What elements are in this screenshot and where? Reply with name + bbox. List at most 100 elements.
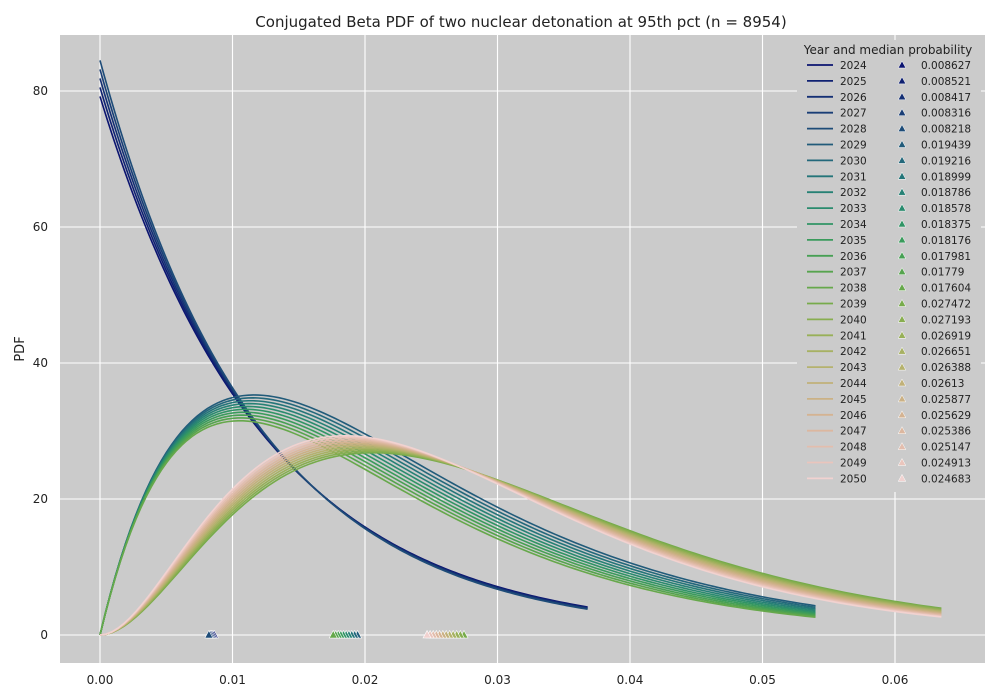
- median-markers: [204, 629, 469, 639]
- legend-median-2046: 0.025629: [921, 410, 971, 422]
- legend-marker-2025: [897, 76, 907, 85]
- y-tick-label: 0: [40, 628, 48, 642]
- legend-year-2045: 2045: [840, 394, 867, 406]
- legend-year-2037: 2037: [840, 267, 867, 279]
- legend-year-2050: 2050: [840, 473, 867, 485]
- legend-median-2041: 0.026919: [921, 330, 971, 342]
- legend-median-2032: 0.018786: [921, 187, 971, 199]
- legend-median-2039: 0.027472: [921, 299, 971, 311]
- legend-marker-2047: [897, 426, 907, 434]
- legend-year-2040: 2040: [840, 314, 867, 326]
- series-line-2032: [99, 402, 816, 636]
- x-tick-label: 0.04: [617, 673, 644, 687]
- legend-marker-2041: [897, 330, 907, 339]
- x-tick-label: 0.01: [219, 673, 246, 687]
- legend-year-2047: 2047: [840, 426, 867, 438]
- curves: [99, 60, 942, 636]
- legend-year-2024: 2024: [840, 60, 867, 72]
- x-tick-label: 0.02: [352, 673, 379, 687]
- legend-median-2045: 0.025877: [921, 394, 971, 406]
- x-tick-label: 0.06: [882, 673, 909, 687]
- legend-marker-2032: [897, 187, 907, 196]
- legend-marker-2037: [897, 267, 907, 275]
- legend-year-2027: 2027: [840, 108, 867, 120]
- y-axis: 0 20 40 60 80: [33, 84, 48, 642]
- legend-year-2036: 2036: [840, 251, 867, 263]
- series-line-2035: [99, 411, 816, 636]
- legend-year-2034: 2034: [840, 219, 867, 231]
- legend-year-2029: 2029: [840, 140, 867, 152]
- y-tick-label: 80: [33, 84, 48, 98]
- series-line-2034: [99, 408, 816, 636]
- legend-marker-2027: [897, 108, 907, 116]
- median-marker-2028: [204, 629, 214, 639]
- legend-marker-2034: [897, 219, 907, 228]
- legend-marker-2040: [897, 314, 907, 323]
- legend-year-2038: 2038: [840, 283, 867, 295]
- y-tick-label: 40: [33, 356, 48, 370]
- legend-median-2028: 0.008218: [921, 124, 971, 136]
- legend-marker-2048: [897, 442, 907, 450]
- legend-median-2047: 0.025386: [921, 426, 971, 438]
- legend-marker-2044: [897, 378, 907, 387]
- legend-marker-2029: [897, 139, 907, 148]
- legend-marker-2031: [897, 171, 907, 180]
- legend-marker-2028: [897, 124, 907, 132]
- legend-year-2035: 2035: [840, 235, 867, 247]
- series-line-2038: [99, 420, 816, 636]
- legend-median-2036: 0.017981: [921, 251, 971, 263]
- legend-year-2043: 2043: [840, 362, 867, 374]
- legend-marker-2050: [897, 473, 907, 482]
- legend-year-2025: 2025: [840, 76, 867, 88]
- legend-marker-2035: [897, 235, 907, 244]
- legend-year-2030: 2030: [840, 155, 867, 167]
- legend-median-2038: 0.017604: [921, 283, 971, 295]
- legend-year-2039: 2039: [840, 299, 867, 311]
- series-line-2031: [99, 399, 816, 636]
- legend-box: [797, 40, 981, 492]
- median-marker-2038: [328, 629, 338, 639]
- y-axis-label: PDF: [13, 336, 28, 361]
- legend-marker-2045: [897, 394, 907, 403]
- legend-marker-2036: [897, 251, 907, 260]
- legend-year-2046: 2046: [840, 410, 867, 422]
- legend-marker-2046: [897, 410, 907, 419]
- series-line-2030: [99, 397, 816, 636]
- legend-year-2048: 2048: [840, 442, 867, 454]
- legend-year-2026: 2026: [840, 92, 867, 104]
- legend-median-2029: 0.019439: [921, 140, 971, 152]
- series-line-2036: [99, 414, 816, 636]
- x-axis: 0.00 0.01 0.02 0.03 0.04 0.05 0.06: [87, 673, 909, 687]
- legend-marker-2026: [897, 92, 907, 101]
- legend-median-2024: 0.008627: [921, 60, 971, 72]
- y-tick-label: 20: [33, 492, 48, 506]
- legend-year-2031: 2031: [840, 171, 867, 183]
- series-line-2033: [99, 405, 816, 636]
- legend-marker-2049: [897, 457, 907, 466]
- legend-marker-2042: [897, 346, 907, 355]
- legend-year-2044: 2044: [840, 378, 867, 390]
- legend-marker-2043: [897, 362, 907, 371]
- legend-year-2041: 2041: [840, 330, 867, 342]
- legend-median-2026: 0.008417: [921, 92, 971, 104]
- legend-median-2044: 0.02613: [921, 378, 964, 390]
- legend-median-2027: 0.008316: [921, 108, 971, 120]
- legend-median-2037: 0.01779: [921, 267, 964, 279]
- y-tick-label: 60: [33, 220, 48, 234]
- legend-median-2048: 0.025147: [921, 442, 971, 454]
- legend-year-2028: 2028: [840, 124, 867, 136]
- series-line-2050: [99, 434, 942, 636]
- series-line-2029: [99, 394, 816, 636]
- legend-median-2042: 0.026651: [921, 346, 971, 358]
- legend-marker-2033: [897, 203, 907, 212]
- x-tick-label: 0.05: [749, 673, 776, 687]
- legend-marker-2024: [897, 60, 907, 69]
- median-marker-2050: [422, 629, 432, 639]
- legend-year-2032: 2032: [840, 187, 867, 199]
- legend-median-2025: 0.008521: [921, 76, 971, 88]
- legend-median-2034: 0.018375: [921, 219, 971, 231]
- legend-median-2040: 0.027193: [921, 314, 971, 326]
- series-line-2037: [99, 417, 816, 636]
- series-line-2028: [99, 60, 588, 611]
